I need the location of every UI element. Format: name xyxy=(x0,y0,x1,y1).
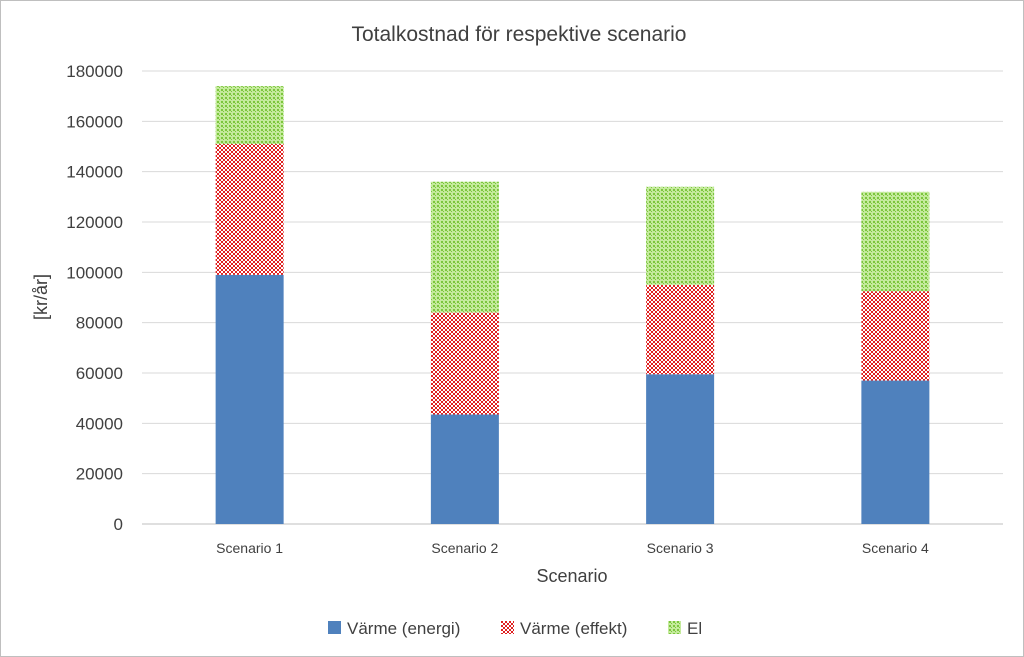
x-axis-ticks: Scenario 1 Scenario 2 Scenario 3 Scenario 4 xyxy=(216,540,929,556)
bar-segment-3 xyxy=(430,181,499,313)
bar-segment-2 xyxy=(430,312,499,415)
legend-swatch xyxy=(501,621,514,634)
bar-segment-3 xyxy=(861,191,930,292)
x-tick-label: Scenario 3 xyxy=(647,540,714,556)
y-tick-label: 40000 xyxy=(76,414,123,433)
bar-segment-2 xyxy=(646,284,715,375)
y-tick-label: 100000 xyxy=(66,263,123,282)
y-tick-label: 80000 xyxy=(76,314,123,333)
legend-label: El xyxy=(687,619,702,638)
bar-segment-1 xyxy=(861,380,930,524)
bar-segment-3 xyxy=(215,86,284,144)
legend-swatch xyxy=(328,621,341,634)
y-tick-label: 120000 xyxy=(66,213,123,232)
x-tick-label: Scenario 4 xyxy=(862,540,929,556)
legend-label: Värme (energi) xyxy=(347,619,460,638)
chart-title: Totalkostnad för respektive scenario xyxy=(351,23,686,46)
bars xyxy=(215,86,930,524)
x-tick-label: Scenario 2 xyxy=(431,540,498,556)
x-axis-label: Scenario xyxy=(536,566,607,586)
bar-segment-1 xyxy=(215,274,284,524)
y-tick-label: 160000 xyxy=(66,112,123,131)
bar-segment-1 xyxy=(430,414,499,524)
y-tick-label: 180000 xyxy=(66,62,123,81)
legend-swatch xyxy=(668,621,681,634)
gridlines xyxy=(142,70,1003,525)
legend: Värme (energi) Värme (effekt) El xyxy=(328,619,702,638)
y-axis-ticks: 0 20000 40000 60000 80000 100000 120000 140000 1… xyxy=(66,62,123,534)
bar-segment-2 xyxy=(861,291,930,381)
y-tick-label: 140000 xyxy=(66,163,123,182)
bar-segment-3 xyxy=(646,186,715,285)
y-axis-label: [kr/år] xyxy=(31,274,51,320)
y-tick-label: 20000 xyxy=(76,465,123,484)
x-tick-label: Scenario 1 xyxy=(216,540,283,556)
y-tick-label: 60000 xyxy=(76,364,123,383)
bar-segment-2 xyxy=(215,143,284,275)
bar-segment-1 xyxy=(646,374,715,524)
legend-label: Värme (effekt) xyxy=(520,619,627,638)
y-tick-label: 0 xyxy=(114,515,123,534)
